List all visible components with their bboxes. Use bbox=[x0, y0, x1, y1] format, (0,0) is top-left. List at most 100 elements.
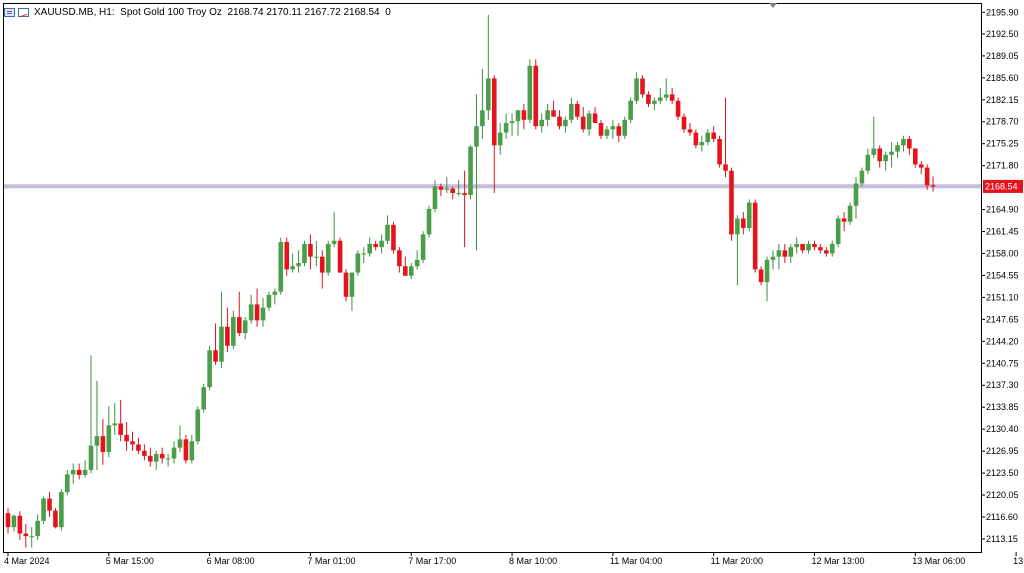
candle bbox=[883, 151, 888, 171]
candle bbox=[272, 288, 278, 305]
candle-body bbox=[5, 513, 11, 528]
candle bbox=[373, 240, 378, 251]
candle-body bbox=[456, 193, 461, 195]
candle bbox=[361, 247, 367, 264]
time-axis-label: 5 Mar 15:00 bbox=[106, 556, 154, 566]
time-axis-label: 6 Mar 08:00 bbox=[207, 556, 255, 566]
candle-body bbox=[420, 234, 426, 260]
candle-body bbox=[325, 243, 331, 273]
candle bbox=[124, 422, 129, 451]
candle-body bbox=[729, 170, 734, 235]
price-axis-label: 2164.90 bbox=[986, 205, 1019, 215]
candle-body bbox=[486, 78, 491, 111]
candle-body bbox=[153, 453, 159, 462]
candle bbox=[284, 237, 290, 276]
candle-body bbox=[438, 186, 444, 190]
candle-body bbox=[829, 243, 835, 254]
candle bbox=[231, 310, 236, 349]
candle bbox=[723, 97, 728, 178]
candle-body bbox=[278, 242, 284, 292]
candle bbox=[776, 243, 782, 270]
candle-body bbox=[764, 259, 770, 283]
candle bbox=[705, 129, 711, 146]
price-axis-label: 2189.05 bbox=[986, 51, 1019, 61]
candle bbox=[853, 177, 859, 219]
candle-body bbox=[539, 119, 544, 127]
candle bbox=[183, 434, 189, 464]
candle bbox=[47, 492, 52, 517]
candle bbox=[580, 107, 586, 133]
candle bbox=[539, 113, 544, 133]
candle-body bbox=[580, 116, 586, 130]
candle-body bbox=[124, 434, 129, 442]
candle-body bbox=[337, 240, 343, 273]
candle-body bbox=[806, 243, 811, 251]
candle-body bbox=[41, 498, 46, 521]
candle-body bbox=[367, 243, 373, 254]
price-axis[interactable]: 2195.90 2192.50 2189.05 2185.60 2182.15 2178.… bbox=[981, 7, 1019, 544]
candle-body bbox=[331, 240, 337, 244]
candle-body bbox=[142, 450, 147, 456]
candle-body bbox=[272, 291, 278, 295]
candle-body bbox=[171, 447, 177, 459]
candle bbox=[397, 247, 402, 273]
candle-body bbox=[94, 436, 100, 446]
chart-window-icon[interactable] bbox=[18, 7, 29, 17]
candle bbox=[806, 240, 811, 254]
candle bbox=[491, 75, 497, 194]
candle-body bbox=[877, 148, 883, 162]
candle bbox=[646, 91, 651, 108]
candle bbox=[918, 161, 924, 174]
candle bbox=[213, 323, 218, 365]
candle bbox=[515, 110, 521, 136]
candle bbox=[640, 75, 645, 98]
candle-body bbox=[918, 164, 924, 168]
candle-body bbox=[912, 148, 918, 165]
time-axis-label: 7 Mar 01:00 bbox=[307, 556, 355, 566]
price-axis-label: 2140.75 bbox=[986, 358, 1019, 368]
menu-icon[interactable] bbox=[4, 7, 15, 17]
candle-body bbox=[355, 253, 361, 273]
candle bbox=[53, 508, 58, 529]
candle-body bbox=[604, 129, 610, 136]
candle bbox=[308, 234, 313, 270]
candle bbox=[76, 463, 82, 480]
candle-body bbox=[853, 183, 859, 206]
candle-body bbox=[225, 326, 230, 346]
candle-body bbox=[824, 250, 829, 254]
candle bbox=[829, 240, 835, 257]
symbol-description: Spot Gold 100 Troy Oz bbox=[120, 6, 222, 18]
candle-body bbox=[290, 266, 295, 270]
candle-body bbox=[35, 520, 40, 537]
candle-body bbox=[118, 423, 123, 435]
chart-shift-marker-icon[interactable] bbox=[769, 3, 777, 8]
candle-body bbox=[266, 294, 272, 308]
candle bbox=[35, 514, 40, 540]
candle bbox=[480, 68, 485, 139]
candle bbox=[118, 399, 123, 442]
candle bbox=[711, 126, 716, 143]
candle bbox=[752, 199, 758, 273]
candle-body bbox=[889, 151, 894, 155]
candle bbox=[130, 431, 135, 451]
price-axis-label: 2116.60 bbox=[986, 512, 1018, 522]
candle bbox=[201, 383, 206, 413]
candle-body bbox=[545, 110, 550, 120]
time-axis-label: 7 Mar 17:00 bbox=[408, 556, 456, 566]
last-price-badge: 2168.54 bbox=[983, 179, 1023, 193]
time-axis[interactable]: 4 Mar 2024 5 Mar 15:00 6 Mar 08:00 7 Mar 01… bbox=[4, 552, 1024, 566]
candle bbox=[717, 135, 722, 168]
candle bbox=[11, 514, 17, 532]
plot-frame bbox=[3, 3, 982, 553]
candle-body bbox=[628, 100, 633, 120]
candle-body bbox=[343, 272, 349, 297]
candle bbox=[82, 460, 88, 478]
candle bbox=[847, 202, 853, 225]
price-axis-label: 2171.80 bbox=[986, 161, 1019, 171]
candle bbox=[462, 170, 467, 248]
candle bbox=[669, 88, 675, 104]
candle bbox=[426, 205, 432, 238]
candle-body bbox=[693, 132, 699, 146]
